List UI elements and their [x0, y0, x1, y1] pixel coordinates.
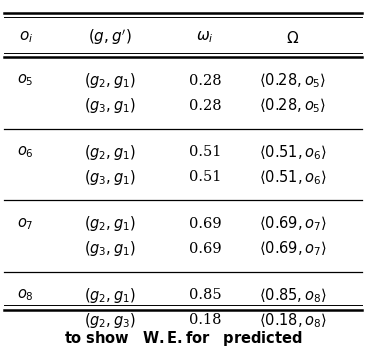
Text: $\langle 0.28, o_5 \rangle$: $\langle 0.28, o_5 \rangle$ — [259, 71, 326, 90]
Text: $(g_3, g_1)$: $(g_3, g_1)$ — [84, 239, 136, 258]
Text: 0.28: 0.28 — [188, 98, 221, 113]
Text: $\langle 0.51, o_6 \rangle$: $\langle 0.51, o_6 \rangle$ — [259, 168, 327, 187]
Text: $o_7$: $o_7$ — [17, 216, 34, 232]
Text: 0.18: 0.18 — [189, 313, 221, 328]
Text: $(g_2, g_1)$: $(g_2, g_1)$ — [84, 142, 136, 162]
Text: $(g_3, g_1)$: $(g_3, g_1)$ — [84, 96, 136, 115]
Text: 0.69: 0.69 — [188, 242, 221, 256]
Text: $(g_2, g_1)$: $(g_2, g_1)$ — [84, 71, 136, 90]
Text: $\langle 0.28, o_5 \rangle$: $\langle 0.28, o_5 \rangle$ — [259, 96, 326, 115]
Text: $o_5$: $o_5$ — [17, 73, 34, 88]
Text: $o_i$: $o_i$ — [19, 30, 33, 45]
Text: $(g_2, g_1)$: $(g_2, g_1)$ — [84, 214, 136, 233]
Text: $o_6$: $o_6$ — [17, 144, 34, 160]
Text: $(g_2, g_1)$: $(g_2, g_1)$ — [84, 286, 136, 305]
Text: 0.28: 0.28 — [188, 73, 221, 88]
Text: 0.51: 0.51 — [189, 170, 221, 184]
Text: $\langle 0.69, o_7 \rangle$: $\langle 0.69, o_7 \rangle$ — [259, 214, 327, 233]
Text: 0.51: 0.51 — [189, 145, 221, 159]
Text: $\langle 0.18, o_8 \rangle$: $\langle 0.18, o_8 \rangle$ — [259, 311, 327, 330]
Text: $o_8$: $o_8$ — [17, 287, 34, 303]
Text: 0.69: 0.69 — [188, 217, 221, 231]
Text: $\Omega$: $\Omega$ — [286, 30, 299, 45]
Text: $(g, g')$: $(g, g')$ — [88, 28, 132, 47]
Text: 0.85: 0.85 — [188, 288, 221, 303]
Text: $\langle 0.51, o_6 \rangle$: $\langle 0.51, o_6 \rangle$ — [259, 143, 327, 161]
Text: $(g_2, g_3)$: $(g_2, g_3)$ — [84, 311, 136, 330]
Text: $\langle 0.85, o_8 \rangle$: $\langle 0.85, o_8 \rangle$ — [259, 286, 326, 305]
Text: $\omega_i$: $\omega_i$ — [196, 30, 214, 45]
Text: $\mathbf{to}$ $\mathbf{show}$   $\mathbf{W.E.for}$   $\mathbf{predicted}$: $\mathbf{to}$ $\mathbf{show}$ $\mathbf{W… — [64, 329, 302, 348]
Text: $\langle 0.69, o_7 \rangle$: $\langle 0.69, o_7 \rangle$ — [259, 240, 327, 258]
Text: $(g_3, g_1)$: $(g_3, g_1)$ — [84, 168, 136, 187]
